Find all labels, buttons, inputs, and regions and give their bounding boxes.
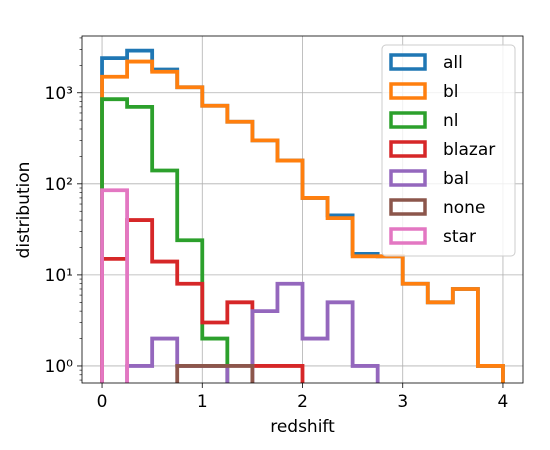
legend-label-blazar: blazar	[443, 140, 495, 160]
legend-label-all: all	[443, 53, 463, 73]
y-axis-label: distribution	[14, 162, 34, 259]
y-tick-label: 10⁰	[45, 357, 74, 377]
y-tick-label: 10²	[45, 175, 73, 195]
legend-label-bal: bal	[443, 169, 469, 189]
x-tick-label: 4	[498, 392, 509, 412]
legend: all bl nl blazar bal none star	[382, 45, 515, 256]
x-axis-label: redshift	[270, 417, 335, 437]
x-tick-label: 1	[197, 392, 208, 412]
legend-label-nl: nl	[443, 111, 459, 131]
y-tick-label: 10³	[45, 84, 73, 104]
x-tick-label: 0	[97, 392, 108, 412]
legend-label-star: star	[443, 227, 476, 247]
y-tick-label: 10¹	[45, 266, 73, 286]
legend-label-none: none	[443, 198, 485, 218]
legend-label-bl: bl	[443, 82, 459, 102]
x-tick-label: 3	[397, 392, 408, 412]
x-tick-label: 2	[297, 392, 308, 412]
